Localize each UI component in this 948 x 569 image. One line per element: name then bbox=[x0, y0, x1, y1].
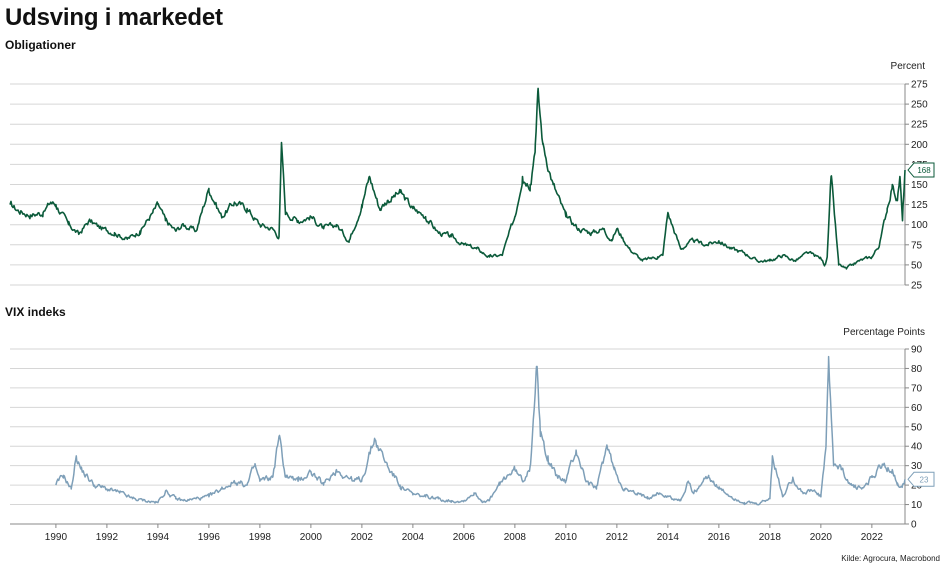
x-tick-label: 2018 bbox=[759, 532, 782, 543]
y-tick-label-vix: 60 bbox=[911, 403, 923, 414]
chart-title-vix: VIX indeks bbox=[5, 305, 66, 319]
x-tick-label: 1992 bbox=[96, 532, 119, 543]
x-tick-label: 2010 bbox=[555, 532, 578, 543]
series-line-bonds bbox=[9, 87, 906, 270]
y-tick-label-bonds: 225 bbox=[911, 120, 928, 131]
x-tick-label: 2014 bbox=[657, 532, 680, 543]
y-tick-label-bonds: 50 bbox=[911, 260, 923, 271]
x-tick-label: 1994 bbox=[147, 532, 170, 543]
series-line-vix bbox=[55, 355, 906, 506]
x-tick-label: 2004 bbox=[402, 532, 425, 543]
y-tick-label-bonds: 275 bbox=[911, 80, 928, 91]
x-tick-label: 2000 bbox=[300, 532, 323, 543]
x-tick-label: 2012 bbox=[606, 532, 629, 543]
y-tick-label-bonds: 125 bbox=[911, 200, 928, 211]
y-tick-label-vix: 90 bbox=[911, 345, 923, 356]
x-tick-label: 2006 bbox=[453, 532, 476, 543]
y-tick-label-bonds: 150 bbox=[911, 180, 928, 191]
y-tick-label-vix: 70 bbox=[911, 383, 923, 394]
x-tick-label: 2016 bbox=[708, 532, 731, 543]
y-tick-label-bonds: 25 bbox=[911, 281, 923, 292]
x-tick-label: 2022 bbox=[861, 532, 884, 543]
y-tick-label-vix: 80 bbox=[911, 364, 923, 375]
y-tick-label-vix: 30 bbox=[911, 461, 923, 472]
last-value-tag-vix bbox=[907, 471, 935, 487]
x-tick-label: 2008 bbox=[504, 532, 527, 543]
x-tick-label: 1990 bbox=[45, 532, 68, 543]
x-tick-label: 2002 bbox=[351, 532, 374, 543]
x-tick-label: 2020 bbox=[810, 532, 833, 543]
y-tick-label-bonds: 100 bbox=[911, 220, 928, 231]
x-tick-label: 1996 bbox=[198, 532, 221, 543]
source-note: Kilde: Agrocura, Macrobond bbox=[841, 554, 940, 563]
chart-title-bonds: Obligationer bbox=[5, 38, 76, 52]
y-tick-label-bonds: 75 bbox=[911, 240, 923, 251]
y-tick-label-bonds: 200 bbox=[911, 140, 928, 151]
y-axis-unit-vix: Percentage Points bbox=[843, 327, 925, 338]
y-tick-label-bonds: 250 bbox=[911, 100, 928, 111]
last-value-tag-bonds bbox=[907, 162, 935, 178]
last-value-label-bonds: 168 bbox=[917, 166, 931, 175]
y-axis-unit-bonds: Percent bbox=[890, 61, 925, 72]
y-tick-label-vix: 10 bbox=[911, 500, 923, 511]
last-value-label-vix: 23 bbox=[920, 475, 929, 484]
y-tick-label-vix: 50 bbox=[911, 422, 923, 433]
page-title: Udsving i markedet bbox=[5, 4, 223, 31]
x-tick-label: 1998 bbox=[249, 532, 272, 543]
y-tick-label-vix: 40 bbox=[911, 442, 923, 453]
y-tick-label-vix: 0 bbox=[911, 520, 917, 531]
